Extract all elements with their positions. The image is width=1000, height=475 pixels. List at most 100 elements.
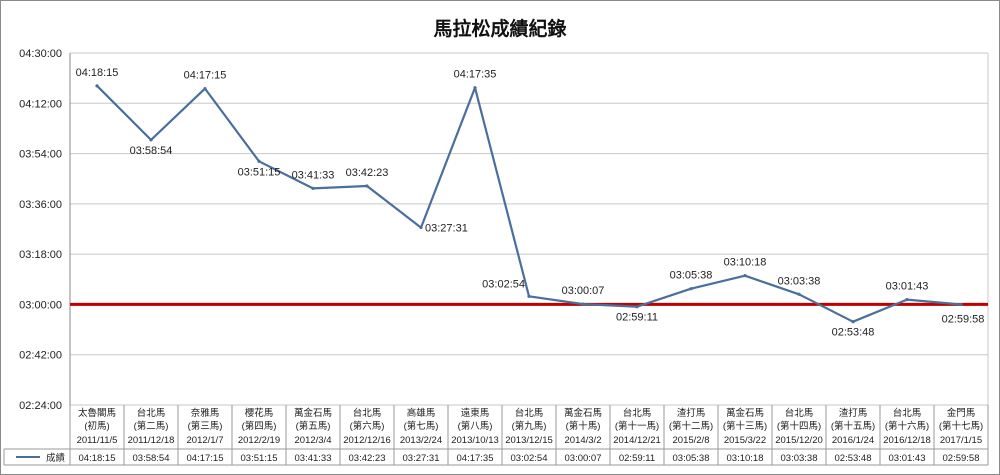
data-label: 03:51:15 — [238, 166, 281, 178]
category-name: 奈雅馬 — [191, 407, 220, 419]
data-label: 03:03:38 — [778, 275, 821, 287]
table-value-cell: 02:53:48 — [835, 453, 872, 464]
category-name: 台北馬 — [353, 407, 382, 419]
category-name: 台北馬 — [623, 407, 652, 419]
data-point — [905, 298, 909, 302]
data-label: 03:41:33 — [292, 169, 335, 181]
data-label: 02:59:11 — [616, 312, 658, 324]
table-value-cell: 03:03:38 — [781, 453, 818, 464]
data-point — [527, 294, 531, 298]
category-date: 2015/2/8 — [673, 435, 710, 446]
y-tick-label: 02:42:00 — [19, 350, 62, 362]
y-tick-label: 03:54:00 — [19, 149, 62, 161]
table-value-cell: 03:02:54 — [511, 453, 548, 464]
data-point — [581, 302, 585, 306]
table-value-cell: 02:59:11 — [619, 453, 655, 464]
table-value-cell: 04:18:15 — [79, 453, 116, 464]
category-date: 2017/1/15 — [940, 435, 982, 446]
category-date: 2016/1/24 — [832, 435, 874, 446]
data-point — [365, 184, 369, 188]
y-tick-label: 04:30:00 — [19, 48, 62, 60]
table-value-cell: 03:58:54 — [133, 453, 170, 464]
category-edition: (第十二馬) — [669, 420, 713, 432]
category-name: 萬金石馬 — [294, 407, 332, 419]
chart-title: 馬拉松成績紀錄 — [433, 17, 566, 40]
category-edition: (第七馬) — [404, 420, 439, 432]
category-name: 台北馬 — [137, 407, 166, 419]
data-point — [959, 302, 963, 307]
table-value-cell: 03:42:23 — [349, 453, 386, 464]
table-value-cell: 03:51:15 — [241, 453, 278, 464]
y-tick-label: 02:24:00 — [19, 400, 62, 412]
category-name: 台北馬 — [785, 407, 814, 419]
data-point — [797, 292, 801, 296]
table-value-cell: 03:41:33 — [295, 453, 332, 464]
y-axis-ticks: 04:30:00 04:12:00 03:54:00 03:36:00 03:18:00… — [19, 48, 62, 412]
category-date: 2012/12/16 — [343, 435, 391, 446]
table-value-cell: 04:17:15 — [187, 453, 224, 464]
category-edition: (第五馬) — [296, 420, 331, 432]
data-label: 03:10:18 — [724, 257, 767, 269]
category-name: 渣打馬 — [839, 407, 868, 419]
data-label: 04:17:15 — [184, 70, 227, 82]
category-edition: (第十四馬) — [777, 420, 821, 432]
data-label: 03:00:07 — [562, 285, 605, 297]
table-value-cell: 03:05:38 — [673, 453, 710, 464]
category-name: 遠東馬 — [461, 407, 490, 419]
data-label: 03:27:31 — [425, 223, 468, 235]
category-date: 2011/12/18 — [128, 435, 175, 446]
y-tick-label: 04:12:00 — [19, 98, 62, 110]
category-edition: (第十五馬) — [831, 420, 875, 432]
table-value-cell: 03:10:18 — [727, 453, 764, 464]
y-tick-label: 03:00:00 — [19, 299, 62, 311]
category-date: 2014/12/21 — [613, 435, 661, 446]
data-point — [311, 186, 315, 190]
data-point — [689, 287, 693, 291]
table-value-cell: 03:00:07 — [565, 453, 602, 464]
data-point — [635, 305, 639, 309]
table-value-cell: 03:01:43 — [889, 453, 926, 464]
category-date: 2012/2/19 — [238, 435, 280, 446]
category-name: 渣打馬 — [677, 407, 706, 419]
category-date: 2012/1/7 — [187, 435, 224, 446]
category-name: 萬金石馬 — [564, 407, 602, 419]
category-name: 太魯閣馬 — [78, 407, 116, 419]
category-date: 2013/12/15 — [505, 435, 553, 446]
category-date: 2015/3/22 — [724, 435, 766, 446]
data-label: 03:01:43 — [886, 281, 929, 293]
category-date: 2014/3/2 — [565, 435, 602, 446]
data-label: 03:58:54 — [130, 145, 173, 157]
category-edition: (第十六馬) — [885, 420, 929, 432]
category-edition: (第十一馬) — [615, 420, 659, 432]
data-label: 04:18:15 — [76, 67, 119, 79]
category-date: 2013/10/13 — [451, 435, 499, 446]
data-label: 02:53:48 — [832, 327, 875, 339]
category-name: 高雄馬 — [407, 407, 436, 419]
y-tick-label: 03:36:00 — [19, 199, 62, 211]
data-point — [95, 84, 99, 88]
data-table: 太魯閣馬(初馬)2011/11/504:18:15台北馬(第二馬)2011/12… — [3, 405, 989, 466]
table-value-cell: 02:59:58 — [943, 453, 980, 464]
category-edition: (第十馬) — [566, 420, 601, 432]
category-edition: (第十七馬) — [939, 420, 983, 432]
y-tick-label: 03:18:00 — [19, 249, 62, 261]
data-point — [203, 87, 207, 91]
series-group — [95, 84, 963, 324]
category-edition: (第九馬) — [512, 420, 547, 432]
category-edition: (第四馬) — [242, 420, 277, 432]
category-edition: (第十三馬) — [723, 420, 767, 432]
legend-label: 成績 — [46, 452, 66, 464]
data-point — [257, 159, 261, 163]
data-point — [743, 274, 747, 278]
category-edition: (第六馬) — [350, 420, 385, 432]
category-date: 2016/12/18 — [883, 435, 931, 446]
data-point — [473, 86, 477, 90]
category-edition: (第八馬) — [458, 420, 493, 432]
category-name: 萬金石馬 — [726, 407, 764, 419]
category-name: 台北馬 — [893, 407, 922, 419]
category-edition: (初馬) — [84, 420, 109, 432]
table-value-cell: 04:17:35 — [457, 453, 494, 464]
